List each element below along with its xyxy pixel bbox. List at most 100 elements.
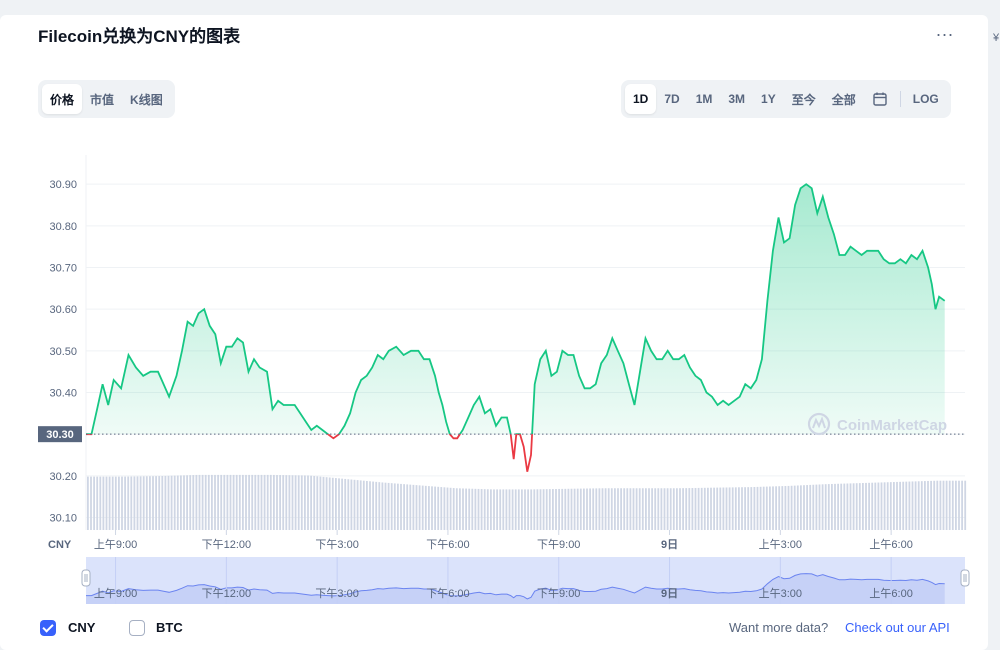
volume-bar: [837, 483, 839, 530]
volume-bar: [654, 488, 657, 530]
volume-bar: [173, 475, 176, 530]
volume-bar: [111, 476, 114, 530]
range-1m[interactable]: 1M: [695, 92, 713, 106]
volume-bar: [164, 475, 167, 530]
volume-bar: [325, 477, 328, 530]
volume-bar: [328, 477, 331, 530]
volume-bar: [703, 487, 706, 530]
volume-bar: [304, 475, 306, 530]
more-options-button[interactable]: ...: [936, 20, 955, 40]
volume-bar: [598, 488, 601, 530]
navigator-right-handle[interactable]: [960, 569, 970, 587]
volume-bar: [573, 488, 576, 530]
tab-market-cap[interactable]: 市值: [90, 92, 115, 107]
volume-bar: [362, 480, 365, 530]
volume-bar: [214, 474, 216, 530]
volume-bar: [741, 487, 743, 530]
volume-bar: [418, 485, 421, 530]
range-ytd[interactable]: 至今: [791, 92, 816, 107]
volume-bar: [812, 484, 815, 530]
volume-bar: [927, 480, 929, 530]
volume-bar: [499, 489, 502, 530]
volume-bar: [896, 481, 898, 530]
volume-bar: [316, 476, 319, 530]
volume-bar: [347, 479, 350, 530]
volume-bar: [638, 488, 641, 530]
volume-bar: [242, 474, 244, 530]
range-3m[interactable]: 3M: [728, 92, 746, 106]
volume-bar: [155, 476, 157, 530]
range-1y[interactable]: 1Y: [761, 92, 776, 106]
volume-bar: [694, 487, 697, 530]
time-range-tabs: 1D 7D 1M 3M 1Y 至今 全部 LOG: [621, 80, 951, 118]
volume-bar: [831, 483, 833, 530]
volume-bar: [130, 476, 133, 530]
volume-bar: [207, 474, 210, 530]
tab-candlestick[interactable]: K线图: [130, 92, 163, 107]
range-1d[interactable]: 1D: [625, 84, 657, 114]
volume-bar: [930, 480, 932, 530]
volume-bar: [263, 474, 266, 530]
volume-bar: [824, 484, 827, 530]
volume-bar: [421, 485, 424, 530]
volume-bar: [443, 487, 446, 530]
volume-bar: [725, 487, 728, 530]
range-7d[interactable]: 7D: [664, 92, 680, 106]
log-scale-toggle[interactable]: LOG: [912, 92, 939, 106]
volume-bar: [276, 474, 278, 530]
volume-bar: [474, 488, 477, 530]
volume-bar: [620, 488, 622, 530]
volume-bar: [372, 481, 374, 530]
volume-bar: [899, 481, 901, 530]
btc-checkbox[interactable]: [129, 620, 145, 636]
y-tick-label: 30.60: [49, 304, 77, 316]
x-tick-label: 下午3:00: [315, 538, 358, 551]
volume-bar: [108, 476, 111, 530]
calendar-icon[interactable]: [864, 84, 896, 114]
volume-bar: [176, 475, 179, 530]
volume-bar: [434, 486, 436, 530]
volume-bar: [136, 476, 139, 530]
volume-bar: [319, 476, 322, 530]
volume-bar: [558, 488, 560, 530]
volume-bar: [322, 476, 325, 530]
volume-bar: [800, 485, 802, 530]
volume-bar: [437, 486, 440, 530]
volume-bar: [235, 474, 238, 530]
volume-bar: [220, 474, 223, 530]
volume-bar: [648, 488, 650, 530]
volume-bar: [663, 488, 666, 530]
volume-bar: [480, 489, 483, 530]
volume-bar: [400, 483, 402, 530]
volume-bar: [747, 487, 750, 530]
volume-bar: [409, 484, 412, 530]
volume-bar: [449, 487, 452, 530]
volume-bar: [121, 476, 123, 530]
volume-bar: [486, 489, 489, 530]
volume-bar: [455, 488, 458, 530]
x-tick-label: 下午9:00: [537, 538, 580, 551]
volume-bar: [765, 486, 768, 530]
volume-bar: [893, 482, 895, 530]
volume-bar: [787, 485, 790, 530]
tab-price[interactable]: 价格: [42, 84, 83, 114]
volume-bar: [691, 488, 694, 530]
volume-bar: [369, 481, 371, 530]
volume-bar: [359, 480, 362, 530]
volume-bar: [669, 488, 672, 530]
navigator-left-handle[interactable]: [81, 569, 91, 587]
volume-bar: [855, 483, 858, 530]
cny-checkbox[interactable]: [40, 620, 56, 636]
volume-bar: [862, 483, 864, 530]
volume-bar: [201, 474, 204, 530]
volume-bar: [238, 474, 241, 530]
volume-bar: [902, 481, 905, 530]
volume-bar: [635, 488, 638, 530]
btc-label: BTC: [156, 620, 183, 635]
volume-bar: [676, 488, 678, 530]
volume-bar: [542, 489, 545, 530]
volume-bar: [806, 485, 808, 530]
volume-bar: [366, 480, 368, 530]
api-link[interactable]: Check out our API: [845, 620, 950, 635]
range-all[interactable]: 全部: [831, 92, 856, 107]
